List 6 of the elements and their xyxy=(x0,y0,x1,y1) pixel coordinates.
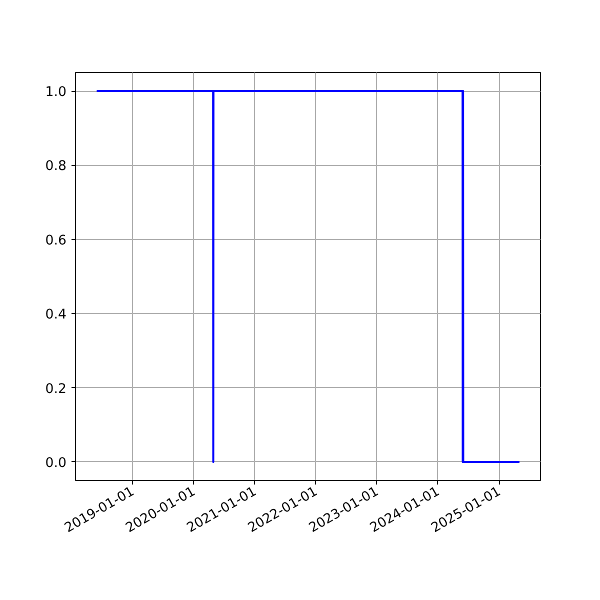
y-tick-label: 0.4 xyxy=(45,308,67,323)
y-tick-label: 0.8 xyxy=(45,159,67,174)
y-tick-label: 0.0 xyxy=(45,456,67,471)
y-tick-label: 0.6 xyxy=(45,233,67,248)
y-tick-label: 1.0 xyxy=(45,85,67,100)
y-tick-label: 0.2 xyxy=(45,382,67,397)
